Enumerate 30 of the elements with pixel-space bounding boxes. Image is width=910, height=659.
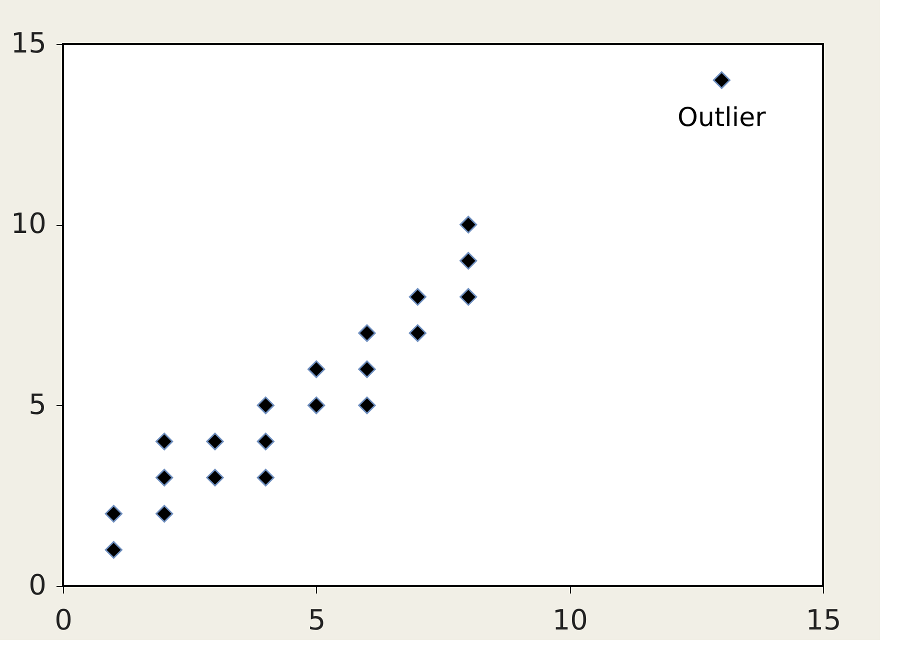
x-tick-label: 5 xyxy=(308,604,326,636)
point xyxy=(460,288,478,306)
x-tick-label: 0 xyxy=(54,604,72,636)
y-tick-label: 0 xyxy=(28,568,46,602)
point xyxy=(460,252,478,270)
point xyxy=(408,324,426,342)
x-tick-label: 15 xyxy=(806,604,842,636)
point xyxy=(460,216,478,234)
point xyxy=(408,288,426,306)
point xyxy=(712,71,730,89)
point xyxy=(358,360,376,378)
point xyxy=(156,468,174,486)
point xyxy=(358,324,376,342)
x-tick-label: 10 xyxy=(552,604,588,636)
point xyxy=(256,396,274,414)
point xyxy=(206,432,224,450)
y-tick-label: 5 xyxy=(28,388,46,421)
point xyxy=(256,432,274,450)
point xyxy=(256,468,274,486)
point xyxy=(104,504,122,523)
point xyxy=(206,468,224,486)
point xyxy=(156,432,174,450)
point xyxy=(156,504,174,523)
annotation: Outlier xyxy=(678,103,766,134)
point xyxy=(358,396,376,414)
point xyxy=(308,396,326,414)
y-tick-label: 10 xyxy=(10,207,46,240)
point xyxy=(308,360,326,378)
y-tick-label: 15 xyxy=(10,26,46,60)
point xyxy=(104,541,122,559)
